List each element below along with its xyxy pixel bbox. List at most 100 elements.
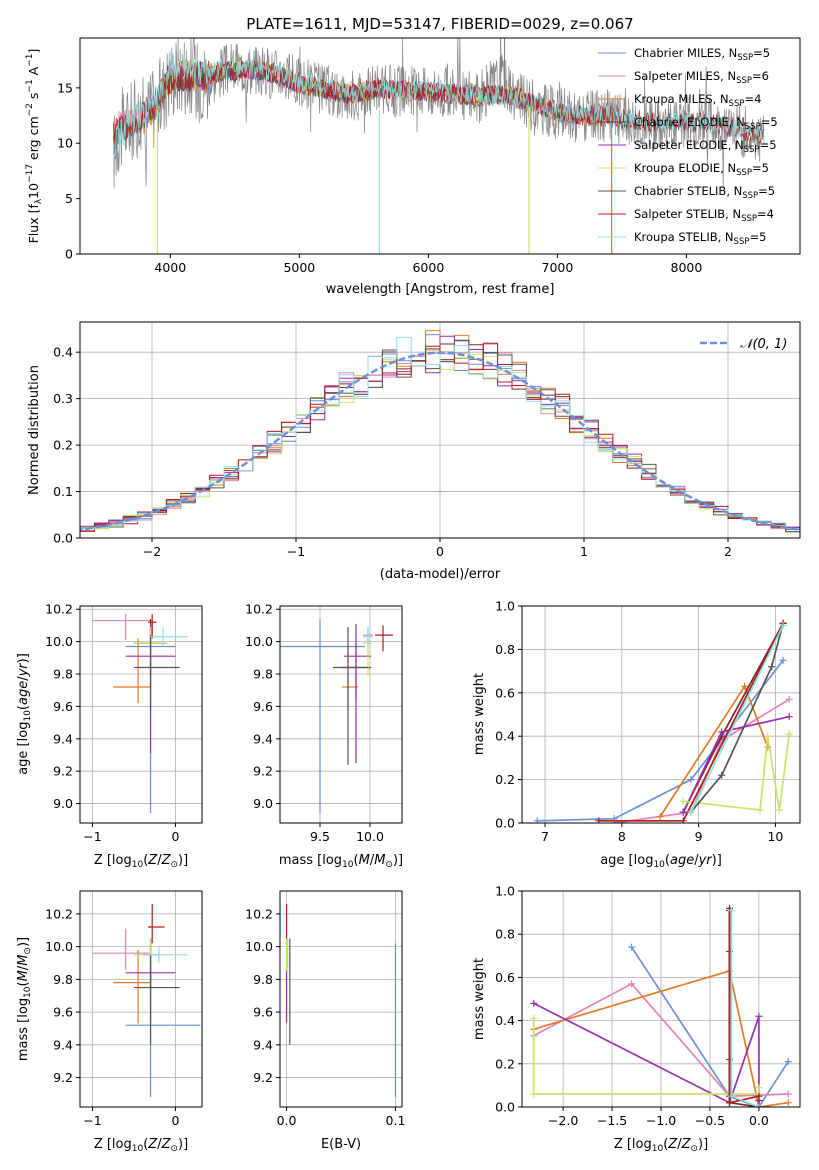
weight-marker — [764, 732, 772, 740]
y-tick-label: 1.0 — [495, 884, 515, 899]
weight-marker — [785, 695, 793, 703]
normal-curve — [80, 351, 800, 532]
weight-marker — [779, 622, 787, 630]
weight-line — [532, 1018, 760, 1095]
x-tick-label: 7 — [541, 829, 549, 844]
spectrum-panel: 4000 5000 6000 7000 8000 0 5 10 15 wavelength [A… — [25, 37, 801, 297]
residuals-panel: −2 −1 0 1 2 0.0 0.1 0.2 0.3 0.4 (data-model)/erro… — [27, 321, 801, 582]
residual-histogram — [80, 336, 800, 533]
spectrum-axes-frame — [79, 37, 801, 255]
x-tick-label: −1 — [83, 1113, 101, 1128]
weight-marker — [756, 806, 764, 814]
x-tick-label: −1 — [287, 544, 305, 559]
mass-vs-ebv-xlabel: E(B-V) — [321, 1137, 361, 1152]
weight-line — [533, 969, 789, 1107]
x-tick-label: 4000 — [154, 260, 186, 275]
y-tick-label: 0.4 — [495, 729, 515, 744]
weight-marker — [679, 817, 687, 823]
y-tick-label: 9.8 — [53, 972, 73, 987]
y-tick-label: 10.2 — [45, 602, 73, 617]
weight-vs-age-xlabel: age [log10(age/yr)] — [600, 853, 722, 870]
normal-legend-label: 𝒩(0, 1) — [740, 337, 787, 352]
y-tick-label: 0.4 — [53, 345, 73, 360]
x-tick-label: 5000 — [283, 260, 315, 275]
x-tick-label: 9.5 — [310, 829, 330, 844]
weight-marker — [784, 1090, 792, 1098]
x-tick-label: −0.5 — [695, 1113, 725, 1128]
weight-line — [690, 623, 784, 813]
mass-vs-ebv-axes-frame — [279, 890, 403, 1108]
x-tick-label: 10.0 — [356, 829, 384, 844]
y-tick-label: 0.6 — [495, 685, 515, 700]
weight-vs-z-xlabel: Z [log10(Z/Z⊙)] — [614, 1137, 708, 1154]
x-tick-label: 6000 — [412, 260, 444, 275]
legend-label: Chabrier ELODIE, NSSP=5 — [634, 115, 778, 132]
weight-marker — [679, 797, 687, 805]
weight-marker — [785, 713, 793, 721]
weight-marker — [755, 1092, 763, 1100]
weight-vs-z-ylabel: mass weight — [472, 958, 487, 1040]
weight-marker — [687, 776, 695, 784]
spectrum-xlabel: wavelength [Angstrom, rest frame] — [326, 282, 555, 297]
x-tick-label: −2 — [143, 544, 161, 559]
weight-marker — [784, 1099, 792, 1107]
weight-line — [730, 910, 760, 1107]
y-tick-label: 9.0 — [53, 796, 73, 811]
x-tick-label: 0.1 — [386, 1113, 406, 1128]
weight-marker — [779, 656, 787, 664]
weight-marker — [755, 1084, 763, 1092]
weight-marker — [718, 771, 726, 779]
x-tick-label: 0 — [436, 544, 444, 559]
age-vs-z-axes-frame — [79, 605, 203, 824]
y-tick-label: 9.2 — [253, 1070, 273, 1085]
age-vs-z-xlabel: Z [log10(Z/Z⊙)] — [94, 853, 188, 870]
y-tick-label: 0.4 — [495, 1013, 515, 1028]
y-tick-label: 9.2 — [253, 764, 273, 779]
x-tick-label: 8 — [618, 829, 626, 844]
weight-marker — [679, 808, 687, 816]
weight-vs-age-ylabel: mass weight — [472, 673, 487, 755]
spectrum-line — [113, 50, 765, 159]
mass-vs-z-xlabel: Z [log10(Z/Z⊙)] — [94, 1137, 188, 1154]
x-tick-label: 0.0 — [749, 1113, 769, 1128]
y-tick-label: 10.0 — [245, 634, 273, 649]
spectrum-legend: Chabrier MILES, NSSP=5 Salpeter MILES, NS… — [598, 46, 778, 247]
weight-marker — [595, 817, 603, 823]
legend-label: Salpeter MILES, NSSP=6 — [634, 69, 769, 86]
mass-vs-z-ylabel: mass [log10(M/M⊙)] — [16, 937, 33, 1061]
residuals-legend: 𝒩(0, 1) — [700, 337, 787, 352]
y-tick-label: 15 — [57, 80, 73, 95]
x-tick-label: 0 — [171, 829, 179, 844]
y-tick-label: 0.8 — [495, 642, 515, 657]
weight-marker — [533, 817, 541, 823]
weight-line — [690, 625, 784, 813]
weight-marker — [530, 999, 538, 1007]
weight-marker — [775, 806, 783, 814]
y-tick-label: 0.0 — [53, 531, 73, 546]
x-tick-label: −2.0 — [548, 1113, 578, 1128]
y-tick-label: 9.8 — [53, 667, 73, 682]
y-tick-label: 9.6 — [253, 699, 273, 714]
y-tick-label: 9.6 — [53, 699, 73, 714]
x-tick-label: 8000 — [671, 260, 703, 275]
weight-marker — [530, 1014, 538, 1022]
mass-vs-ebv-panel: 0.0 0.1 9.2 9.4 9.6 9.8 10.0 10.2 E(B-V) — [245, 890, 406, 1152]
weight-vs-age-axes-frame — [521, 605, 801, 824]
legend-label: Kroupa MILES, NSSP=4 — [634, 92, 761, 109]
weight-line — [728, 910, 760, 1104]
spectrum-ylabel: Flux [fλ10−17 erg cm−2 s−1 A−1] — [25, 49, 44, 244]
x-tick-label: 7000 — [542, 260, 574, 275]
age-vs-z-ylabel: age [log10(age/yr)] — [16, 653, 33, 775]
y-tick-label: 10.0 — [45, 634, 73, 649]
y-tick-label: 9.2 — [53, 764, 73, 779]
y-tick-label: 0.0 — [495, 816, 515, 831]
weight-marker — [785, 730, 793, 738]
y-tick-label: 9.8 — [253, 667, 273, 682]
x-tick-label: −1 — [83, 829, 101, 844]
x-tick-label: 10 — [767, 829, 783, 844]
weight-marker — [718, 728, 726, 736]
y-tick-label: 9.4 — [53, 731, 73, 746]
y-tick-label: 0.3 — [53, 391, 73, 406]
weight-marker — [687, 808, 695, 816]
